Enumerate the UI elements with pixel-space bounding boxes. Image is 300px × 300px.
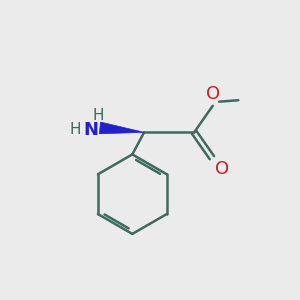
Polygon shape (99, 122, 144, 134)
Text: H: H (69, 122, 81, 137)
Text: H: H (93, 108, 104, 123)
Text: O: O (206, 85, 220, 103)
Text: N: N (83, 121, 98, 139)
Text: O: O (215, 160, 230, 178)
